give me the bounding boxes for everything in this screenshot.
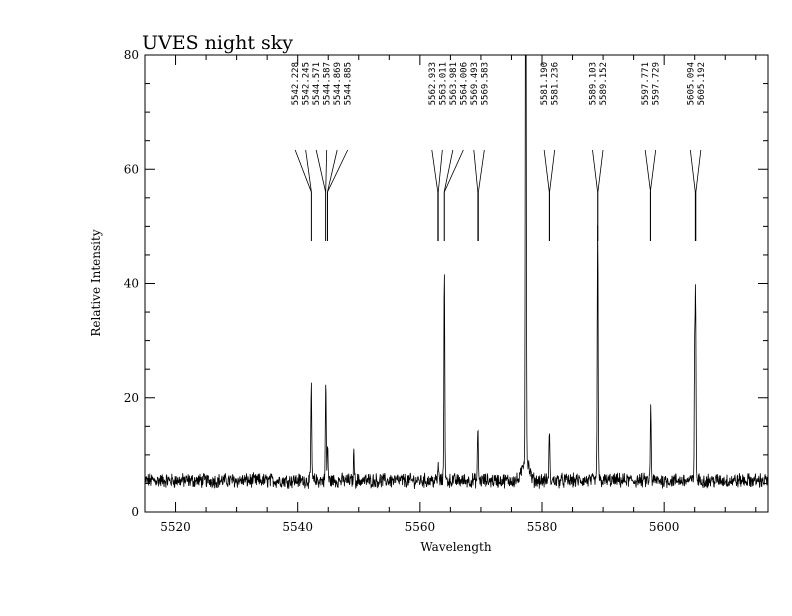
line-id-marker — [443, 149, 464, 241]
y-tick-label: 60 — [124, 162, 139, 176]
line-id-label: 5563.981 — [449, 62, 459, 105]
line-id-group: 5589.103 5589.152 — [589, 62, 609, 241]
line-id-marker — [695, 149, 702, 241]
line-id-label: 5605.094 — [686, 62, 696, 105]
line-id-marker — [649, 149, 657, 241]
line-id-label: 5597.771 — [641, 62, 651, 105]
line-id-marker — [543, 149, 550, 241]
line-id-marker — [592, 149, 599, 241]
line-id-marker — [644, 149, 651, 241]
line-id-label: 5544.869 — [333, 62, 343, 105]
line-id-marker — [473, 149, 479, 241]
line-id-label: 5564.006 — [459, 62, 469, 105]
line-id-label: 5542.228 — [291, 62, 301, 105]
line-id-marker — [549, 149, 556, 241]
line-id-group: 5605.094 5605.192 — [686, 62, 707, 241]
y-tick-label: 20 — [124, 391, 139, 405]
line-id-label: 5581.236 — [551, 62, 561, 105]
line-id-label: 5542.245 — [302, 62, 312, 105]
chart-title: UVES night sky — [142, 32, 293, 54]
spectrum-line — [145, 55, 768, 490]
line-id-label: 5597.729 — [652, 62, 662, 105]
x-tick-label: 5600 — [649, 520, 680, 534]
line-id-group: 5542.228 5542.245 5544.571 5544.587 5544.869… — [291, 62, 354, 241]
y-tick-label: 0 — [131, 505, 139, 519]
x-tick-label: 5560 — [405, 520, 436, 534]
line-id-marker — [597, 149, 604, 241]
line-id-marker — [327, 149, 338, 241]
line-id-marker — [437, 149, 443, 241]
line-id-marker — [327, 149, 349, 241]
line-id-marker — [477, 149, 485, 241]
x-tick-label: 5540 — [282, 520, 313, 534]
line-id-marker — [315, 149, 327, 241]
line-id-marker — [689, 149, 696, 241]
line-id-marker — [325, 149, 328, 241]
x-tick-label: 5580 — [527, 520, 558, 534]
x-tick-label: 5520 — [160, 520, 191, 534]
y-axis-label: Relative Intensity — [89, 229, 103, 336]
line-id-group: 5597.771 5597.729 — [641, 62, 662, 241]
y-tick-label: 80 — [124, 48, 139, 62]
line-id-label: 5569.493 — [470, 62, 480, 105]
line-id-marker — [431, 149, 439, 241]
plot-frame — [144, 54, 769, 513]
line-id-marker — [294, 149, 312, 241]
line-id-group: 5581.190 5581.236 — [540, 62, 561, 241]
line-id-label: 5544.885 — [344, 62, 354, 105]
line-id-label: 5581.190 — [540, 62, 550, 105]
line-id-group: 5562.933 5563.011 5563.981 5564.006 5569.493… — [428, 62, 490, 241]
line-id-marker — [443, 149, 454, 241]
line-id-label: 5589.152 — [599, 62, 609, 105]
line-id-label: 5605.192 — [697, 62, 707, 105]
line-id-label: 5569.583 — [480, 62, 490, 105]
line-id-label: 5563.011 — [438, 62, 448, 105]
line-id-marker — [305, 149, 312, 241]
line-id-label: 5589.103 — [589, 62, 599, 105]
y-tick-label: 40 — [124, 277, 139, 291]
line-id-label: 5544.571 — [312, 62, 322, 105]
x-axis-label: Wavelength — [420, 540, 491, 554]
line-id-label: 5544.587 — [323, 62, 333, 105]
line-id-label: 5562.933 — [428, 62, 438, 105]
